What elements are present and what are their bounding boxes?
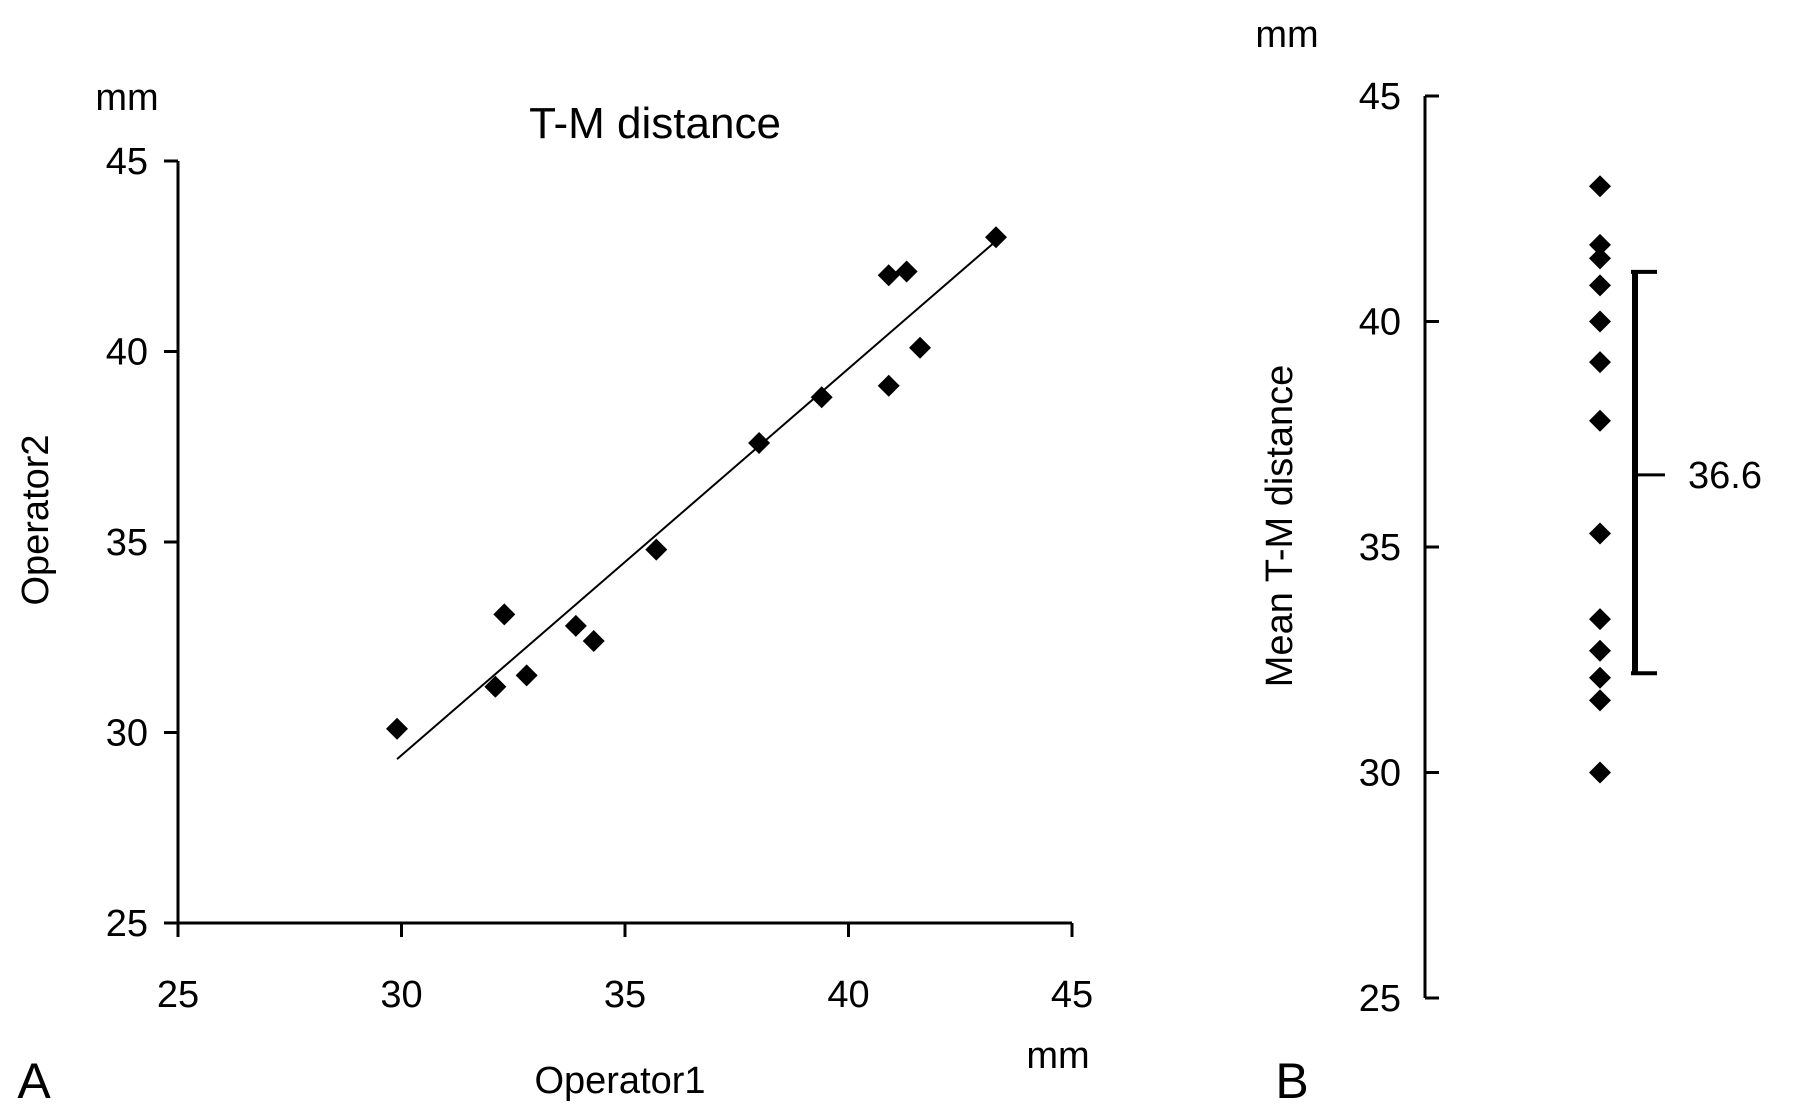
data-point bbox=[564, 614, 587, 637]
data-point bbox=[1589, 233, 1611, 256]
data-point bbox=[748, 431, 771, 454]
data-point bbox=[484, 675, 507, 698]
data-point bbox=[1589, 761, 1611, 784]
data-point bbox=[386, 717, 409, 740]
x-tick-label: 40 bbox=[827, 974, 869, 1016]
x-tick-label: 30 bbox=[380, 974, 422, 1016]
data-point bbox=[895, 260, 918, 283]
y-unit-label: mm bbox=[1255, 14, 1318, 56]
axes bbox=[176, 161, 1072, 925]
data-point bbox=[1589, 666, 1611, 689]
y-tick-label: 40 bbox=[106, 332, 148, 374]
y-tick-label: 40 bbox=[1359, 302, 1401, 344]
data-point bbox=[1589, 310, 1611, 333]
data-point bbox=[1589, 351, 1611, 374]
y-tick-label: 25 bbox=[1359, 978, 1401, 1020]
mean-value-label: 36.6 bbox=[1688, 455, 1762, 497]
data-point bbox=[1589, 274, 1611, 297]
y-tick-label: 25 bbox=[106, 903, 148, 945]
y-tick-label: 30 bbox=[1359, 753, 1401, 795]
x-tick-label: 45 bbox=[1051, 974, 1093, 1016]
x-tick-label: 25 bbox=[157, 974, 199, 1016]
x-tick-label: 35 bbox=[604, 974, 646, 1016]
data-point bbox=[810, 386, 833, 409]
panel-label-a: A bbox=[17, 1053, 51, 1109]
x-axis-ticks: 25 30 35 40 45 bbox=[157, 923, 1093, 1016]
data-point bbox=[645, 538, 668, 561]
panel-a-scatter-plot: T-M distance mm mm Operator1 Operator2 A… bbox=[15, 77, 1093, 1109]
y-tick-label: 35 bbox=[1359, 527, 1401, 569]
data-points bbox=[1589, 175, 1611, 784]
y-tick-label: 45 bbox=[1359, 76, 1401, 118]
panel-b-dot-plot: mm Mean T-M distance B 25 30 35 40 45 36.6 bbox=[1255, 14, 1762, 1109]
data-point bbox=[493, 603, 516, 626]
y-axis-ticks: 25 30 35 40 45 bbox=[106, 141, 178, 945]
y-axis-ticks: 25 30 35 40 45 bbox=[1359, 76, 1439, 1020]
data-point bbox=[1589, 247, 1611, 270]
x-axis-title: Operator1 bbox=[534, 1060, 705, 1102]
data-point bbox=[1589, 175, 1611, 198]
mean-error-bar bbox=[1631, 269, 1665, 676]
x-unit-label: mm bbox=[1026, 1035, 1089, 1077]
data-point bbox=[582, 630, 605, 653]
y-axis-title: Operator2 bbox=[15, 434, 57, 605]
data-point bbox=[985, 226, 1008, 249]
y-tick-label: 35 bbox=[106, 522, 148, 564]
chart-title: T-M distance bbox=[529, 99, 781, 148]
data-point bbox=[1589, 409, 1611, 432]
panel-label-b: B bbox=[1275, 1053, 1308, 1109]
data-point bbox=[1589, 639, 1611, 662]
data-point bbox=[877, 264, 900, 287]
data-point bbox=[515, 664, 538, 687]
trendline bbox=[396, 240, 997, 760]
data-points bbox=[386, 226, 1008, 740]
data-point bbox=[909, 336, 932, 359]
y-tick-label: 30 bbox=[106, 713, 148, 755]
data-point bbox=[1589, 689, 1611, 712]
y-axis-title: Mean T-M distance bbox=[1259, 365, 1301, 687]
y-unit-label: mm bbox=[95, 77, 158, 119]
trendline-segment bbox=[396, 240, 997, 760]
y-tick-label: 45 bbox=[106, 141, 148, 183]
data-point bbox=[1589, 608, 1611, 631]
data-point bbox=[1589, 522, 1611, 545]
data-point bbox=[877, 374, 900, 397]
